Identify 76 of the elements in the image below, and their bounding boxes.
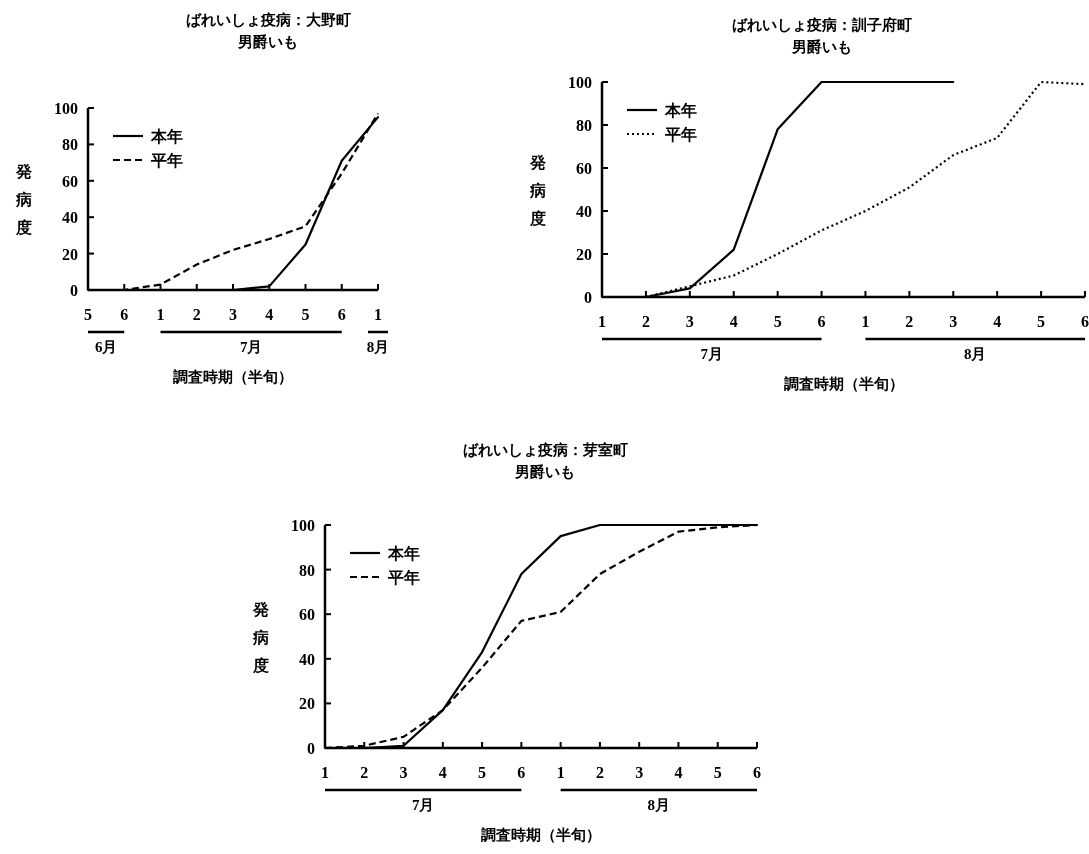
y-axis-title: 発病度: [529, 153, 546, 227]
legend-label: 本年: [664, 102, 697, 119]
x-tick-label: 5: [773, 313, 782, 330]
x-tick-label: 3: [229, 306, 237, 323]
x-tick-label: 2: [595, 764, 604, 781]
x-tick-label: 2: [905, 313, 914, 330]
text: 7月: [700, 346, 724, 362]
x-tick-label: 1: [861, 313, 870, 330]
y-tick-label: 100: [568, 74, 592, 91]
legend-label: 本年: [387, 545, 420, 562]
chart-subtitle: 男爵いも: [514, 464, 575, 480]
x-axis-title: 調査時期（半旬）: [173, 368, 293, 385]
y-tick-label: 0: [70, 282, 78, 299]
x-tick-label: 6: [517, 764, 526, 781]
legend-label: 平年: [664, 126, 697, 143]
y-tick-label: 40: [299, 650, 315, 668]
chart-subtitle: 男爵いも: [237, 34, 298, 50]
y-tick-label: 0: [307, 740, 315, 757]
x-tick-label: 1: [374, 306, 382, 323]
text: 8月: [647, 797, 671, 813]
y-tick-label: 80: [299, 561, 315, 579]
x-tick-label: 1: [156, 306, 165, 323]
y-tick-label: 40: [62, 209, 78, 227]
chart-title: ばれいしょ疫病：訓子府町: [732, 16, 912, 33]
y-tick-label: 80: [576, 117, 592, 134]
y-tick-label: 80: [62, 136, 78, 154]
y-tick-label: 20: [62, 245, 78, 263]
x-tick-label: 5: [1037, 313, 1046, 330]
legend-label: 平年: [150, 152, 183, 169]
y-tick-label: 100: [54, 100, 78, 117]
x-tick-label: 6: [120, 306, 129, 323]
text: 8月: [963, 346, 987, 362]
chart-title: ばれいしょ疫病：芽室町: [462, 441, 628, 458]
x-tick-label: 6: [817, 313, 826, 330]
x-axis-title: 調査時期（半旬）: [783, 375, 904, 392]
text: 7月: [411, 797, 435, 813]
x-tick-label: 2: [641, 313, 650, 330]
x-tick-label: 6: [337, 306, 346, 323]
x-tick-label: 4: [265, 306, 274, 323]
x-tick-label: 3: [685, 313, 694, 330]
y-tick-label: 0: [584, 289, 592, 306]
y-tick-label: 20: [576, 246, 592, 263]
x-tick-label: 6: [1081, 313, 1089, 330]
x-axis-title: 調査時期（半旬）: [481, 826, 601, 843]
x-tick-label: 4: [729, 313, 738, 330]
x-tick-label: 3: [949, 313, 958, 330]
text: 7月: [239, 339, 263, 355]
y-tick-label: 60: [299, 606, 315, 624]
y-tick-label: 100: [291, 517, 315, 534]
x-tick-label: 2: [192, 306, 201, 323]
x-tick-label: 3: [399, 764, 408, 781]
x-tick-label: 1: [556, 764, 565, 781]
text: 6月: [94, 339, 118, 355]
y-axis-title: 発病度: [252, 600, 269, 674]
legend-label: 本年: [150, 128, 183, 145]
x-tick-label: 2: [360, 764, 369, 781]
y-tick-label: 40: [576, 203, 592, 220]
x-tick-label: 3: [635, 764, 644, 781]
x-tick-label: 1: [321, 764, 329, 781]
x-tick-label: 5: [84, 306, 92, 323]
x-tick-label: 4: [674, 764, 683, 781]
x-tick-label: 4: [438, 764, 447, 781]
x-tick-label: 6: [753, 764, 761, 781]
text: 8月: [366, 339, 390, 355]
y-axis-title: 発病度: [15, 163, 32, 236]
y-tick-label: 60: [576, 160, 592, 177]
y-tick-label: 20: [299, 695, 315, 713]
x-tick-label: 4: [993, 313, 1002, 330]
y-tick-label: 60: [62, 172, 78, 190]
x-tick-label: 1: [598, 313, 606, 330]
legend-label: 平年: [387, 569, 420, 586]
x-tick-label: 5: [478, 764, 487, 781]
x-tick-label: 5: [301, 306, 310, 323]
x-tick-label: 5: [713, 764, 722, 781]
chart-title: ばれいしょ疫病：大野町: [185, 12, 351, 28]
chart-subtitle: 男爵いも: [791, 39, 852, 55]
